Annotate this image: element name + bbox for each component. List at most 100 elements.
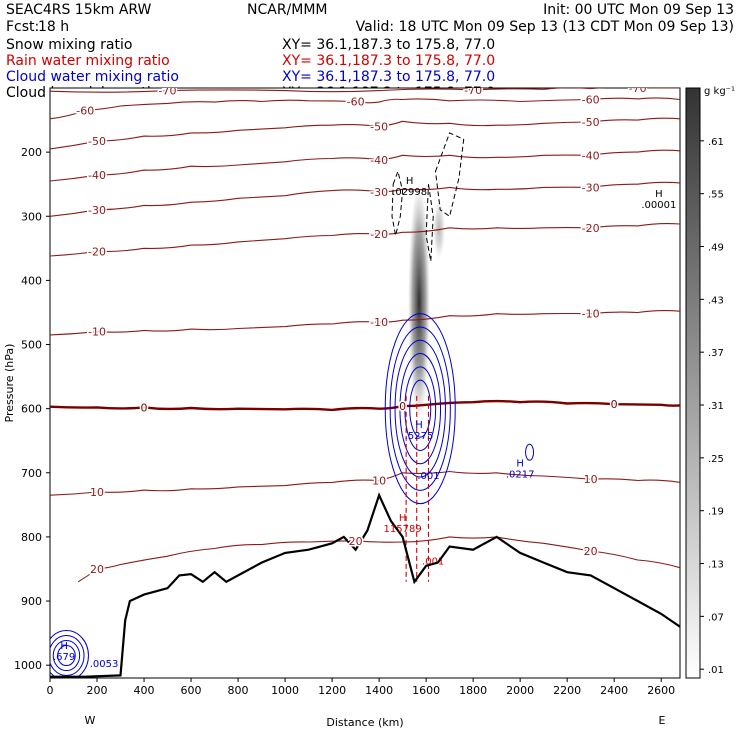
snow-contour <box>425 184 434 262</box>
temperature-contour-label: -50 <box>88 135 106 148</box>
y-tick-label: 500 <box>21 339 42 352</box>
model-title: SEAC4RS 15km ARW <box>6 2 152 18</box>
colorbar-tick-label: .19 <box>708 507 724 518</box>
y-tick-label: 800 <box>21 531 42 544</box>
colorbar-tick-label: .13 <box>708 560 724 571</box>
temperature-contour-label: -10 <box>582 308 600 321</box>
temperature-contour-label: -10 <box>88 326 106 339</box>
y-tick-label: 200 <box>21 146 42 159</box>
colorbar: g kg⁻¹ .61 .55 .49 .43 .37 .31 .25 .19 .13 .07 .01 <box>685 86 735 679</box>
extremum-label: H <box>399 513 407 524</box>
field-xy: XY= 36.1,187.3 to 175.8, 77.0 <box>282 37 495 53</box>
cloud-water-contour <box>399 353 442 465</box>
extremum-label: H <box>60 641 68 652</box>
cloud-water-contour <box>50 635 85 677</box>
temperature-contour-label: -40 <box>582 149 600 162</box>
temperature-contour <box>50 149 680 182</box>
temperature-contour-label: -70 <box>159 85 177 98</box>
x-tick-label: 1000 <box>271 684 299 697</box>
cloud-water-contour <box>389 326 451 491</box>
init-time: Init: 00 UTC Mon 09 Sep 13 <box>543 2 734 18</box>
x-tick-label: 1400 <box>365 684 393 697</box>
extremum-label: .0053 <box>90 659 119 670</box>
temperature-contour <box>50 97 680 120</box>
terrain-line <box>50 492 680 678</box>
temperature-contour-label: -40 <box>88 169 106 182</box>
temperature-contour-label: -40 <box>370 154 388 167</box>
temperature-contour-label: 0 <box>399 400 406 413</box>
temperature-contour-label: 10 <box>372 474 386 487</box>
cloud-water-contour <box>57 645 76 667</box>
temperature-contour-label: 10 <box>584 473 598 486</box>
colorbar-tick-label: .07 <box>708 612 724 623</box>
temperature-contour-label: -50 <box>582 116 600 129</box>
x-tick-label: 2400 <box>600 684 628 697</box>
y-tick-label: 1000 <box>14 659 42 672</box>
y-tick-label: 400 <box>21 274 42 287</box>
x-tick-label: 1800 <box>459 684 487 697</box>
temperature-contour-label: -60 <box>347 95 365 108</box>
temperature-contour-label: -60 <box>582 94 600 107</box>
temperature-contour <box>50 223 680 257</box>
field-name: Cloud water mixing ratio <box>6 69 179 85</box>
x-tick-label: 400 <box>134 684 155 697</box>
field-name: Rain water mixing ratio <box>6 53 170 69</box>
snow-contour <box>434 132 465 218</box>
colorbar-tick-label: .31 <box>708 401 724 412</box>
x-tick-label: 0 <box>47 684 54 697</box>
cloud-water-contour <box>52 640 81 672</box>
x-tick-label: 600 <box>181 684 202 697</box>
field-xy: XY= 36.1,187.3 to 175.8, 77.0 <box>282 53 495 69</box>
fcst-label: Fcst: <box>6 19 39 35</box>
temperature-contour-label: -30 <box>370 186 388 199</box>
cloud-water-contour <box>409 379 432 438</box>
extremum-label: H <box>516 458 524 469</box>
colorbar-strip <box>685 87 701 679</box>
temperature-contour <box>50 399 680 412</box>
x-tick-label: 1600 <box>412 684 440 697</box>
x-tick-label: 2600 <box>647 684 675 697</box>
extremum-label: 115789 <box>384 524 422 535</box>
x-tick-label: 1200 <box>318 684 346 697</box>
colorbar-tick-label: .43 <box>708 295 724 306</box>
x-end-label-east: E <box>659 714 666 727</box>
temperature-contour-label: -30 <box>582 181 600 194</box>
colorbar-tick-label: .49 <box>708 243 724 254</box>
temperature-contour-label: -60 <box>76 104 94 117</box>
cloud-water-contour <box>394 339 446 478</box>
extremum-label: H <box>415 420 423 431</box>
extremum-label: H <box>655 189 663 200</box>
x-axis-label: Distance (km) <box>326 716 403 729</box>
y-tick-label: 700 <box>21 467 42 480</box>
plot-area: .001 -70 -70 -70 -60 -60 -60 -50 -50 -50 -40 -40 -4… <box>14 84 681 697</box>
temperature-contour <box>50 181 680 217</box>
cloud-water-contour <box>50 630 89 678</box>
colorbar-unit: g kg⁻¹ <box>704 86 735 97</box>
x-tick-label: 2200 <box>553 684 581 697</box>
temperature-contour-label: -70 <box>464 84 482 97</box>
temperature-contour <box>50 470 680 496</box>
temperature-contour <box>77 536 680 583</box>
temperature-contour-label: 20 <box>584 545 598 558</box>
temperature-contour-label: 0 <box>611 398 618 411</box>
field-name: Snow mixing ratio <box>6 37 132 53</box>
plot-frame <box>49 87 681 679</box>
x-tick-label: 200 <box>87 684 108 697</box>
temperature-contour-label: 20 <box>90 563 104 576</box>
y-tick-label: 600 <box>21 403 42 416</box>
valid-time: Valid: 18 UTC Mon 09 Sep 13 (13 CDT Mon … <box>356 19 734 35</box>
extremum-label: .00001 <box>641 200 676 211</box>
extremum-label: H <box>406 176 414 187</box>
x-tick-label: 800 <box>228 684 249 697</box>
cloud-water-contour <box>404 366 437 451</box>
temperature-contour-label: -10 <box>370 316 388 329</box>
rain-contour-label: .001 <box>422 556 444 567</box>
temperature-contour-label: 20 <box>349 535 363 548</box>
temperature-contour-label: 10 <box>90 486 104 499</box>
cloud-water-contour <box>384 313 456 505</box>
x-tick-label: 2000 <box>506 684 534 697</box>
cloud-ice-shading <box>408 184 431 422</box>
colorbar-tick-label: .01 <box>708 665 724 676</box>
colorbar-tick-label: .37 <box>708 348 724 359</box>
